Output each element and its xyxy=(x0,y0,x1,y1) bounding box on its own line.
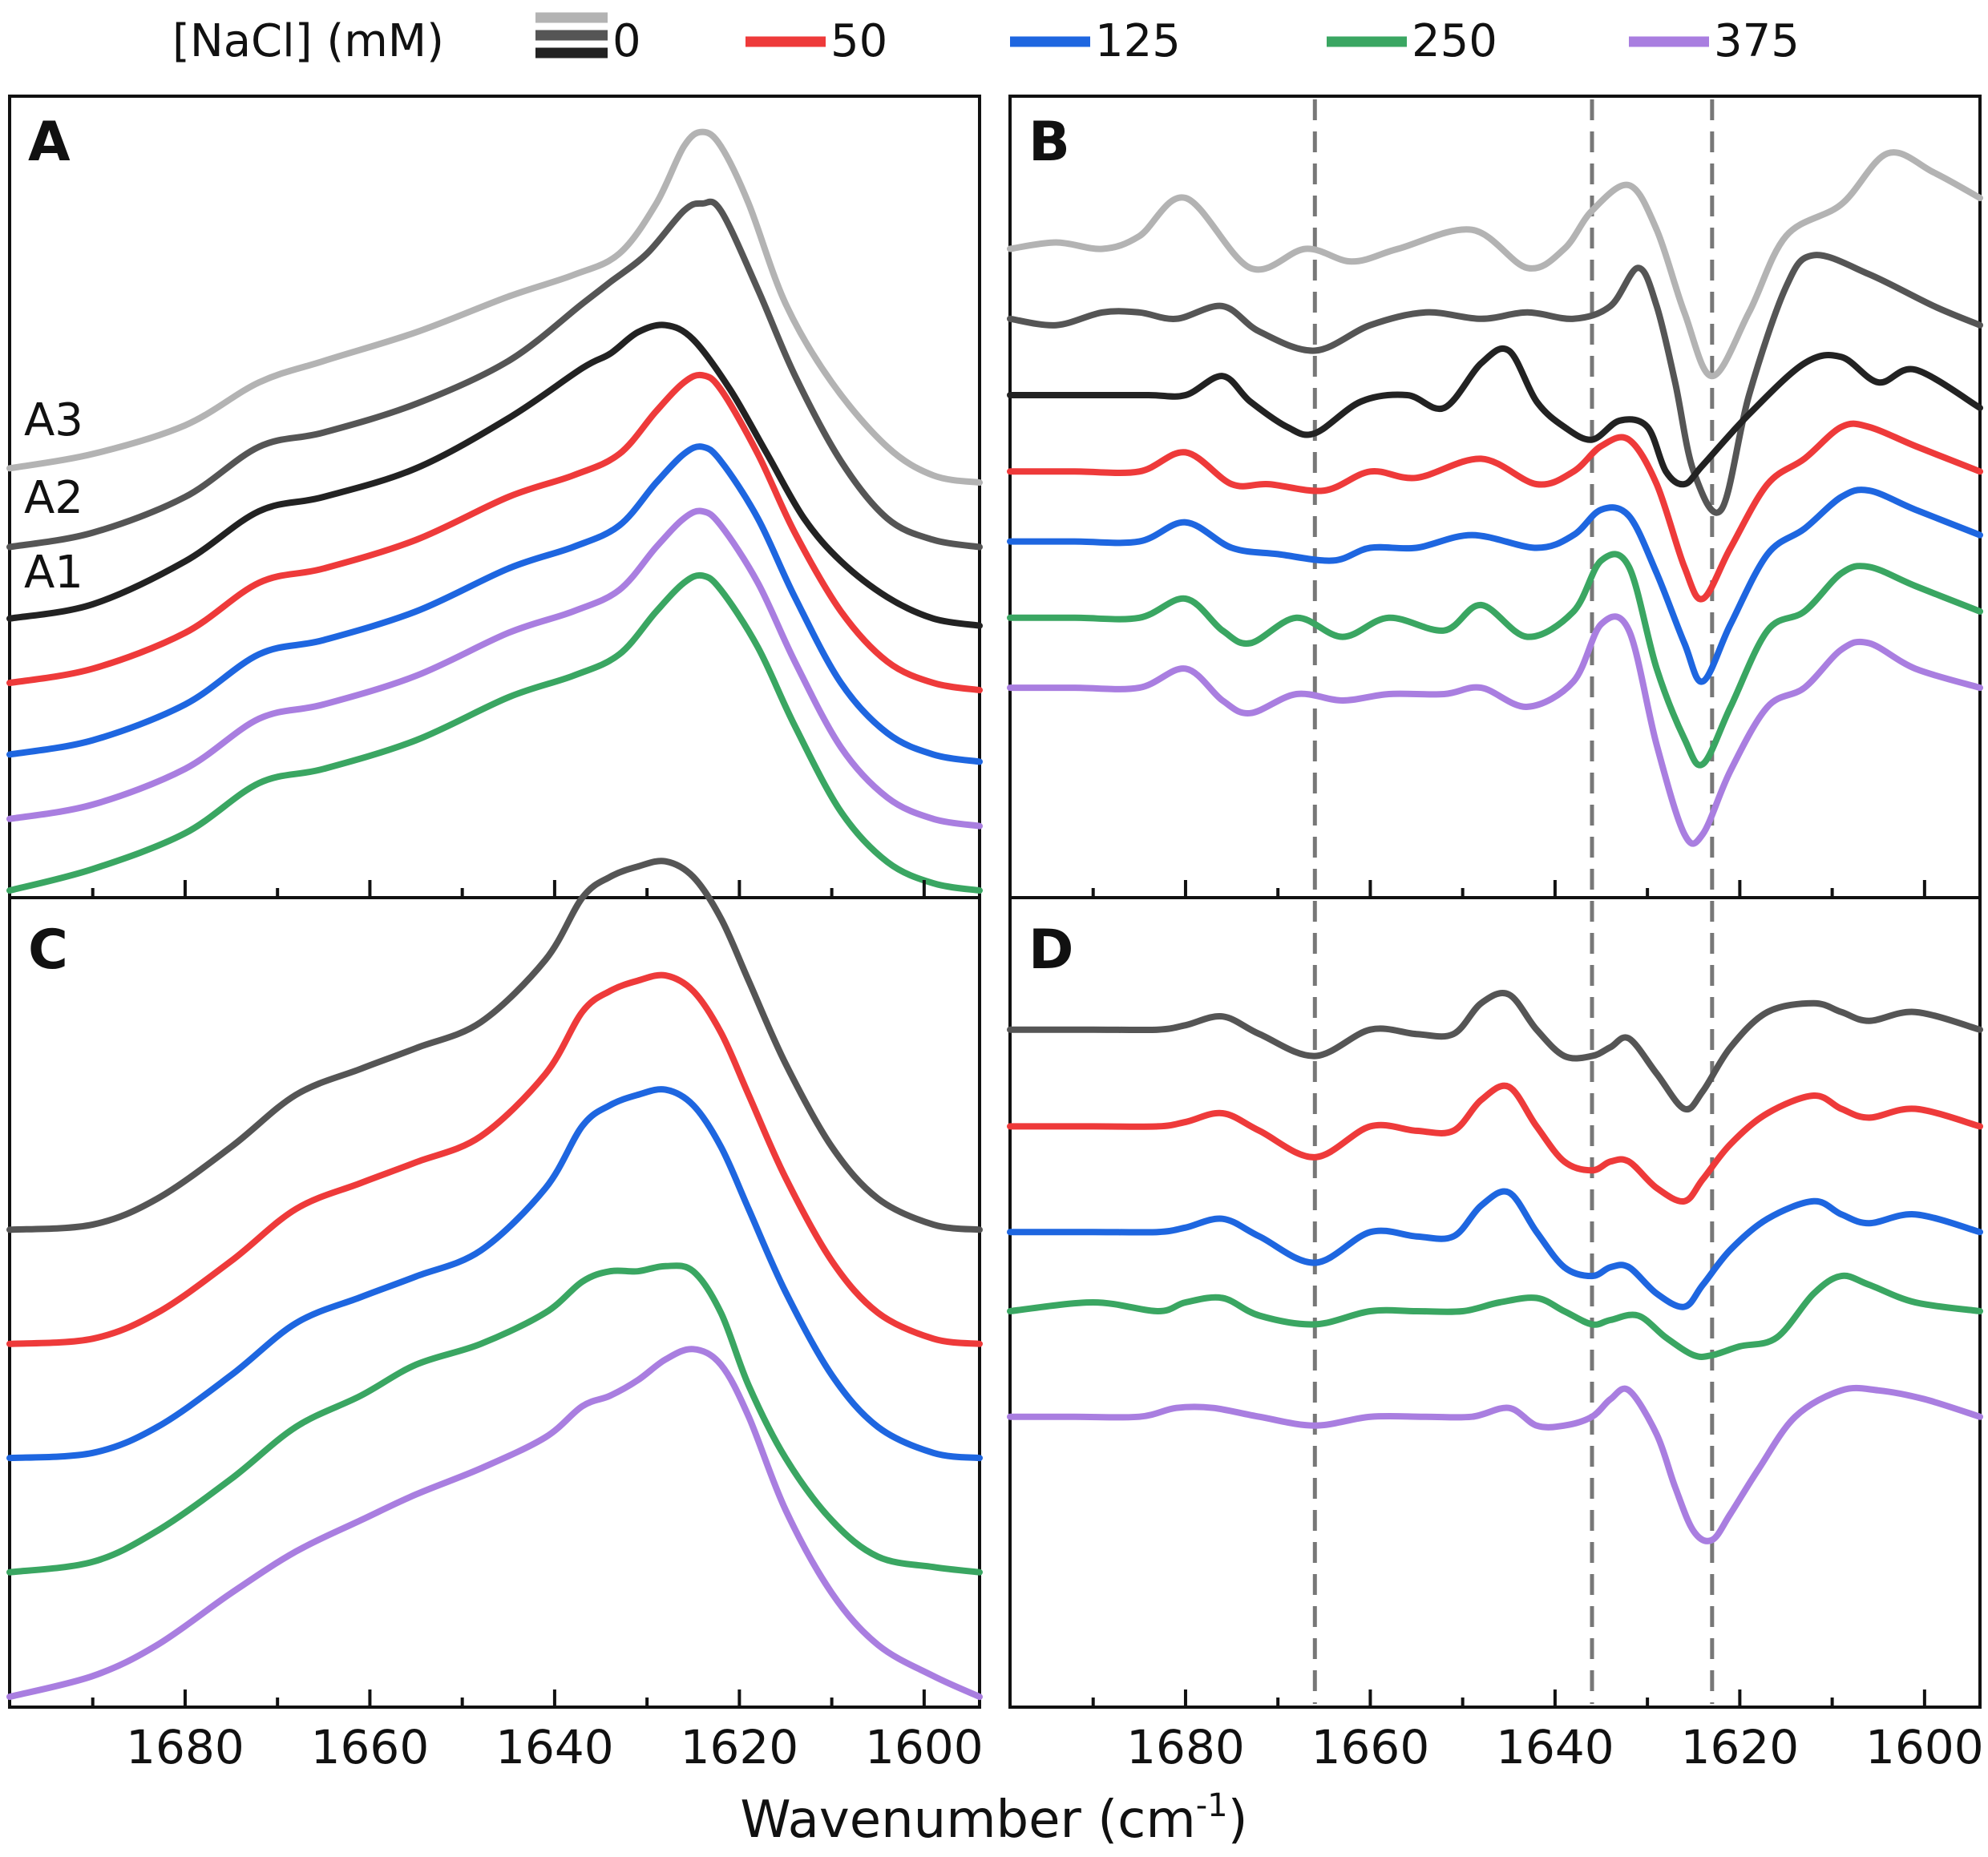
tick-label: 1660 xyxy=(1311,1720,1430,1774)
panel-c: C xyxy=(6,858,983,1709)
curve-label-a3: A3 xyxy=(24,394,83,446)
tick-label: 1600 xyxy=(1865,1720,1984,1774)
legend-label: 0 xyxy=(612,15,641,67)
legend-title: [NaCl] (mM) xyxy=(172,15,444,67)
legend-items: 0 50 125 250 375 xyxy=(535,12,1800,67)
panel-a-lines xyxy=(6,128,983,894)
curve-label-a1: A1 xyxy=(24,547,83,599)
series-line-d-0 xyxy=(1007,990,1983,1113)
panel-c-lines xyxy=(6,858,983,1701)
series-line-b-1 xyxy=(1007,252,1983,516)
panel-a-title: A xyxy=(28,111,71,174)
x-axis-label: Wavenumber (cm-1) xyxy=(740,1787,1247,1850)
panel-c-frame xyxy=(8,896,981,1709)
tick-label: 1680 xyxy=(126,1720,244,1774)
tick-label: 1620 xyxy=(681,1720,799,1774)
panel-b-lines xyxy=(1007,99,1983,894)
series-line-a-1 xyxy=(6,198,983,551)
series-line-b-3 xyxy=(1007,420,1983,603)
series-line-d-2 xyxy=(1007,1188,1983,1310)
series-line-b-2 xyxy=(1007,345,1983,488)
series-line-a-2 xyxy=(6,321,983,629)
series-line-a-4 xyxy=(6,443,983,765)
series-line-a-0 xyxy=(6,128,983,486)
curve-label-a2: A2 xyxy=(24,472,83,524)
series-line-a-5 xyxy=(6,507,983,830)
tick-label: 1640 xyxy=(495,1720,614,1774)
legend-label: 250 xyxy=(1412,15,1497,67)
series-line-b-0 xyxy=(1007,149,1983,380)
tick-label: 1640 xyxy=(1496,1720,1614,1774)
tick-label: 1620 xyxy=(1681,1720,1800,1774)
series-line-a-6 xyxy=(6,571,983,894)
series-line-a-3 xyxy=(6,371,983,694)
panel-b-title: B xyxy=(1028,111,1070,174)
series-line-d-1 xyxy=(1007,1082,1983,1205)
legend-label: 125 xyxy=(1095,15,1181,67)
series-line-c-0 xyxy=(6,858,983,1233)
panel-d: D xyxy=(1007,896,1983,1709)
series-line-b-6 xyxy=(1007,613,1983,847)
panel-a: A xyxy=(6,95,983,899)
panel-d-lines xyxy=(1007,901,1983,1704)
legend-label: 50 xyxy=(830,15,887,67)
series-line-c-3 xyxy=(6,1262,983,1576)
series-line-c-2 xyxy=(6,1086,983,1462)
panel-d-title: D xyxy=(1028,918,1073,982)
series-line-c-4 xyxy=(6,1346,983,1701)
legend-label: 375 xyxy=(1714,15,1800,67)
x-ticks: 1680 1660 1640 1620 1600 1680 1660 1640 1620 1600 xyxy=(91,880,1984,1774)
series-line-b-4 xyxy=(1007,486,1983,685)
panel-c-title: C xyxy=(28,918,68,982)
panel-b: B xyxy=(1007,95,1983,899)
series-line-c-1 xyxy=(6,971,983,1347)
panel-b-frame xyxy=(1008,95,1982,899)
panel-a-frame xyxy=(8,95,981,899)
series-line-b-5 xyxy=(1007,551,1983,769)
series-line-d-3 xyxy=(1007,1272,1983,1360)
tick-label: 1660 xyxy=(311,1720,430,1774)
series-line-d-4 xyxy=(1007,1384,1983,1544)
tick-label: 1600 xyxy=(865,1720,984,1774)
legend: [NaCl] (mM) 0 50 125 250 375 xyxy=(172,12,1800,67)
tick-label: 1680 xyxy=(1126,1720,1245,1774)
